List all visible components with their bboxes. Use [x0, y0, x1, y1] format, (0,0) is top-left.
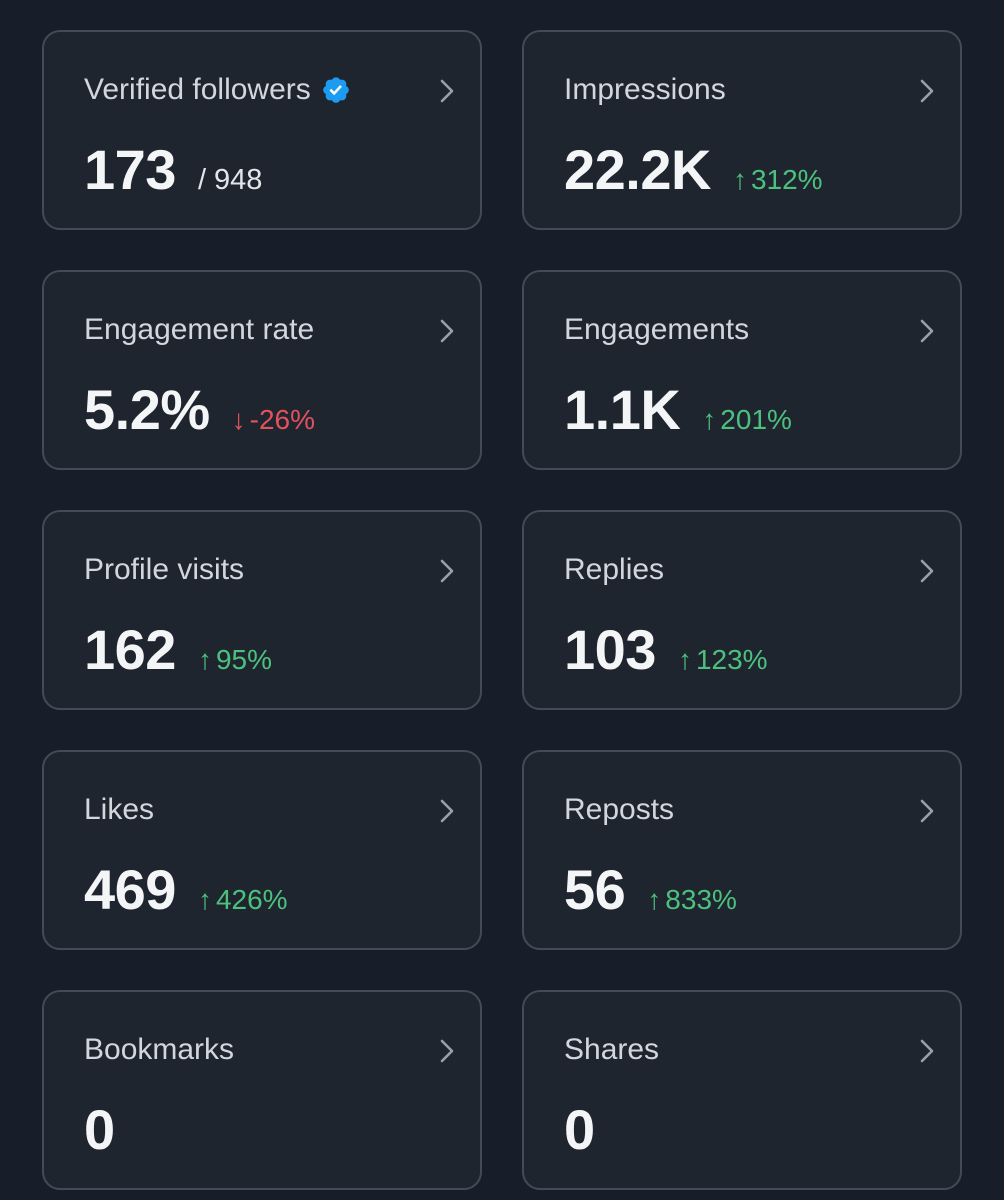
card-title: Shares: [564, 1032, 659, 1068]
change-percent: 123%: [695, 644, 768, 675]
change-indicator: ↑ 833%: [647, 884, 737, 916]
metric-value: 0: [564, 1098, 595, 1161]
card-title-text: Engagement rate: [84, 313, 315, 346]
metric-value: 56: [564, 858, 626, 921]
value-row: 56 ↑ 833%: [564, 858, 737, 922]
value-row: 103 ↑ 123%: [564, 618, 768, 682]
change-indicator: ↑ 312%: [733, 164, 823, 196]
change-percent: 95%: [215, 644, 272, 675]
chevron-right-icon: [920, 319, 934, 343]
value-row: 0: [564, 1098, 595, 1162]
arrow-up-icon: ↑: [197, 644, 212, 675]
chevron-right-icon: [440, 319, 454, 343]
card-impressions[interactable]: Impressions 22.2K ↑ 312%: [522, 30, 962, 230]
value-row: 162 ↑ 95%: [84, 618, 272, 682]
card-title-text: Impressions: [564, 73, 726, 106]
change-indicator: ↑ 123%: [678, 644, 768, 676]
change-indicator: ↑ 426%: [198, 884, 288, 916]
change-indicator: ↓ -26%: [232, 404, 315, 436]
change-indicator: ↑ 201%: [702, 404, 792, 436]
card-reposts[interactable]: Reposts 56 ↑ 833%: [522, 750, 962, 950]
value-row: 469 ↑ 426%: [84, 858, 288, 922]
card-title-text: Replies: [564, 553, 665, 586]
card-title: Verified followers: [84, 72, 351, 108]
metric-value: 1.1K: [564, 378, 681, 441]
chevron-right-icon: [920, 79, 934, 103]
metric-value: 103: [564, 618, 656, 681]
card-title-text: Engagements: [564, 313, 750, 346]
card-title-text: Profile visits: [84, 553, 245, 586]
card-title: Reposts: [564, 792, 674, 828]
card-profile-visits[interactable]: Profile visits 162 ↑ 95%: [42, 510, 482, 710]
value-row: 5.2% ↓ -26%: [84, 378, 315, 442]
card-title: Impressions: [564, 72, 726, 108]
card-likes[interactable]: Likes 469 ↑ 426%: [42, 750, 482, 950]
card-title-text: Verified followers: [84, 73, 311, 106]
change-percent: 312%: [750, 164, 823, 195]
metric-value: 173: [84, 138, 176, 201]
change-indicator: ↑ 95%: [198, 644, 272, 676]
card-title-text: Bookmarks: [84, 1033, 235, 1066]
chevron-right-icon: [920, 1039, 934, 1063]
arrow-down-icon: ↓: [231, 404, 246, 435]
card-title: Bookmarks: [84, 1032, 234, 1068]
chevron-right-icon: [440, 1039, 454, 1063]
card-title: Engagement rate: [84, 312, 314, 348]
card-engagements[interactable]: Engagements 1.1K ↑ 201%: [522, 270, 962, 470]
card-bookmarks[interactable]: Bookmarks 0: [42, 990, 482, 1190]
chevron-right-icon: [440, 559, 454, 583]
change-percent: 833%: [665, 884, 737, 915]
metric-value: 5.2%: [84, 378, 210, 441]
change-percent: -26%: [249, 404, 316, 435]
value-row: 22.2K ↑ 312%: [564, 138, 823, 202]
value-row: 1.1K ↑ 201%: [564, 378, 792, 442]
chevron-right-icon: [440, 79, 454, 103]
chevron-right-icon: [920, 799, 934, 823]
change-percent: 426%: [215, 884, 288, 915]
card-replies[interactable]: Replies 103 ↑ 123%: [522, 510, 962, 710]
metric-value: 22.2K: [564, 138, 711, 201]
metric-value: 162: [84, 618, 176, 681]
value-row: 0: [84, 1098, 115, 1162]
card-title: Engagements: [564, 312, 749, 348]
card-title: Likes: [84, 792, 154, 828]
card-title-text: Shares: [564, 1033, 660, 1066]
metric-total: / 948: [197, 164, 263, 196]
chevron-right-icon: [440, 799, 454, 823]
metric-value: 0: [84, 1098, 115, 1161]
card-title-text: Reposts: [564, 793, 675, 826]
chevron-right-icon: [920, 559, 934, 583]
arrow-up-icon: ↑: [647, 884, 662, 915]
arrow-up-icon: ↑: [197, 884, 212, 915]
card-title-text: Likes: [84, 793, 155, 826]
value-row: 173 / 948: [84, 138, 262, 202]
metric-value: 469: [84, 858, 176, 921]
change-percent: 201%: [720, 404, 792, 435]
arrow-up-icon: ↑: [677, 644, 692, 675]
metrics-grid: Verified followers 173 / 948 Impressions…: [42, 30, 962, 1190]
verified-badge-icon: [321, 75, 351, 105]
arrow-up-icon: ↑: [732, 164, 747, 195]
card-title: Profile visits: [84, 552, 244, 588]
card-engagement-rate[interactable]: Engagement rate 5.2% ↓ -26%: [42, 270, 482, 470]
card-verified-followers[interactable]: Verified followers 173 / 948: [42, 30, 482, 230]
card-shares[interactable]: Shares 0: [522, 990, 962, 1190]
arrow-up-icon: ↑: [702, 404, 717, 435]
card-title: Replies: [564, 552, 664, 588]
